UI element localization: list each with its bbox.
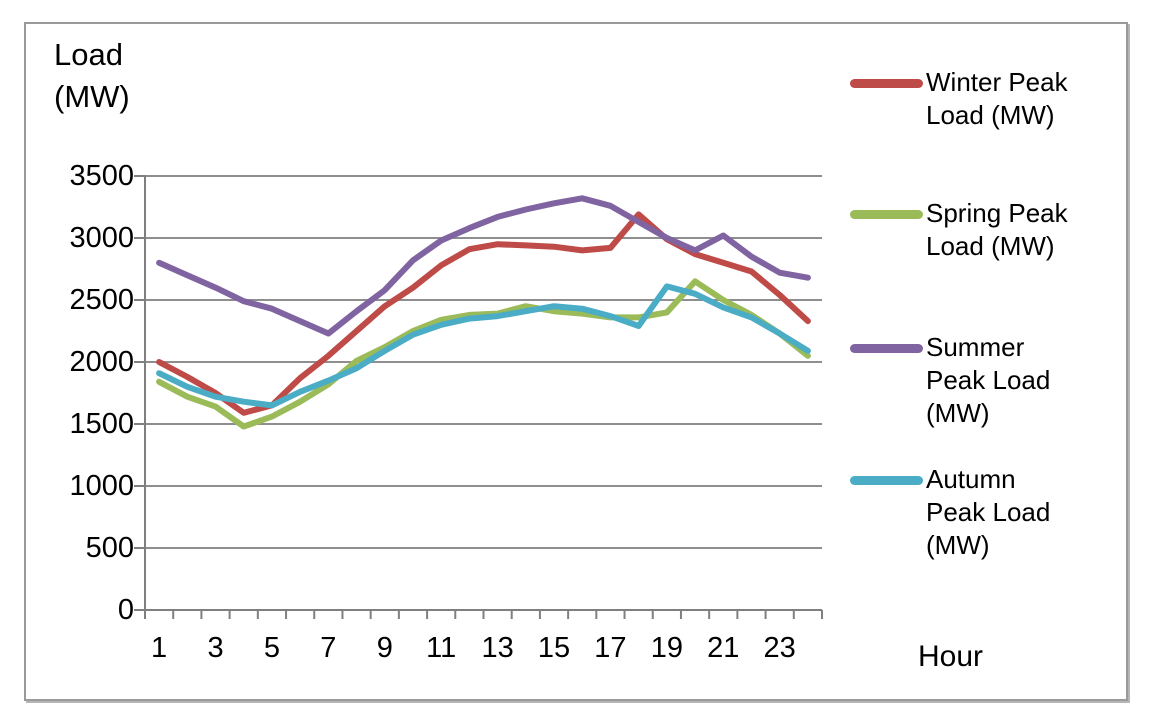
legend-label-line: Autumn (926, 464, 1016, 494)
x-axis-title: Hour (918, 640, 984, 673)
x-axis-tick-label: 7 (320, 632, 337, 664)
x-axis-tick-label: 11 (426, 632, 457, 664)
legend-label-line: Peak Load (926, 497, 1051, 527)
legend-entry-winter: Winter Peak Load (MW) (850, 66, 1136, 132)
spring-line-swatch (850, 210, 923, 219)
legend-label-line: Load (MW) (926, 231, 1055, 261)
x-axis-tick-label: 19 (650, 632, 683, 664)
y-axis-tick-label: 500 (85, 532, 134, 564)
legend-label-summer: Summer Peak Load (MW) (926, 331, 1136, 430)
series-line-autumn (156, 283, 811, 409)
y-axis-tick-label: 3000 (69, 222, 134, 254)
legend-label-line: (MW) (926, 530, 990, 560)
legend-label-spring: Spring Peak Load (MW) (926, 197, 1136, 263)
y-axis-tick-label: 3500 (69, 160, 134, 192)
y-axis-tick-label: 2000 (69, 346, 134, 378)
y-axis-title-line2: (MW) (54, 79, 130, 114)
legend-entry-summer: Summer Peak Load (MW) (850, 331, 1136, 430)
legend: Winter Peak Load (MW) Spring Peak Load (… (850, 0, 1140, 724)
x-axis-tick-label: 23 (763, 632, 796, 664)
legend-label-line: (MW) (926, 398, 990, 428)
legend-label-line: Peak Load (926, 365, 1051, 395)
x-axis-tick-label: 17 (594, 632, 627, 664)
legend-label-autumn: Autumn Peak Load (MW) (926, 463, 1136, 562)
summer-line-swatch (850, 344, 923, 353)
y-axis-tick-label: 0 (117, 594, 134, 626)
y-axis-tick-label: 1500 (69, 408, 134, 440)
winter-line-swatch (850, 79, 923, 88)
autumn-line-swatch (850, 476, 923, 485)
legend-label-line: Summer (926, 332, 1025, 362)
legend-label-winter: Winter Peak Load (MW) (926, 66, 1136, 132)
legend-label-line: Spring Peak (926, 198, 1068, 228)
y-axis-title: Load (MW) (54, 34, 130, 118)
x-axis-tick-label: 5 (263, 632, 280, 664)
y-axis-tick-label: 2500 (69, 284, 134, 316)
x-axis-tick-label: 9 (376, 632, 393, 664)
x-axis-tick-label: 3 (207, 632, 224, 664)
y-axis-title-line1: Load (54, 37, 123, 72)
x-axis-tick-label: 15 (537, 632, 571, 664)
series-line-summer (156, 195, 811, 337)
series-line-spring (156, 278, 811, 430)
x-axis-tick-label: 13 (481, 632, 514, 664)
y-axis-tick-label: 1000 (69, 470, 134, 502)
x-axis-tick-label: 21 (707, 632, 740, 664)
legend-entry-spring: Spring Peak Load (MW) (850, 197, 1136, 263)
legend-label-line: Load (MW) (926, 100, 1055, 130)
legend-entry-autumn: Autumn Peak Load (MW) (850, 463, 1136, 562)
legend-label-line: Winter Peak (926, 67, 1068, 97)
x-axis-tick-label: 1 (151, 632, 168, 664)
